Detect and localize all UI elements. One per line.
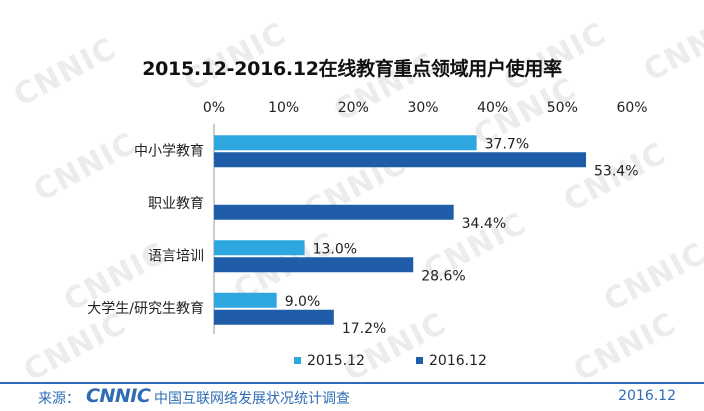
x-tick-label: 10% bbox=[268, 100, 299, 116]
bar bbox=[214, 257, 414, 273]
bar bbox=[214, 292, 277, 308]
bar bbox=[214, 204, 454, 220]
chart-title: 2015.12-2016.12在线教育重点领域用户使用率 bbox=[142, 58, 562, 80]
bar bbox=[214, 240, 305, 256]
x-tick-label: 40% bbox=[477, 100, 508, 116]
footer-date: 2016.12 bbox=[618, 388, 676, 404]
bar bbox=[214, 309, 334, 325]
data-label: 34.4% bbox=[462, 216, 506, 232]
x-tick-label: 30% bbox=[407, 100, 438, 116]
bar bbox=[214, 152, 587, 168]
data-label: 28.6% bbox=[421, 268, 465, 284]
legend-item-2015: 2015.12 bbox=[294, 353, 365, 369]
data-label: 37.7% bbox=[485, 136, 529, 152]
legend-swatch-2015 bbox=[294, 356, 301, 364]
bar bbox=[214, 135, 477, 151]
category-label: 大学生/研究生教育 bbox=[87, 301, 204, 317]
category-label: 语言培训 bbox=[148, 248, 204, 264]
legend-item-2016: 2016.12 bbox=[416, 353, 487, 369]
footer-divider bbox=[0, 382, 704, 384]
source-label: 来源： bbox=[38, 391, 80, 407]
source-text: 中国互联网络发展状况统计调查 bbox=[154, 391, 350, 407]
x-tick-label: 50% bbox=[547, 100, 578, 116]
category-label: 职业教育 bbox=[148, 196, 204, 212]
legend-label-2015: 2015.12 bbox=[307, 353, 365, 369]
x-tick-label: 0% bbox=[203, 100, 225, 116]
x-tick-label: 60% bbox=[616, 100, 647, 116]
cnnic-logo: CNNIC bbox=[86, 385, 151, 407]
data-label: 53.4% bbox=[594, 163, 638, 179]
x-tick-label: 20% bbox=[338, 100, 369, 116]
data-label: 9.0% bbox=[285, 294, 321, 310]
category-label: 中小学教育 bbox=[134, 143, 204, 159]
data-label: 13.0% bbox=[313, 241, 357, 257]
legend-label-2016: 2016.12 bbox=[429, 353, 487, 369]
data-label: 17.2% bbox=[342, 321, 386, 337]
legend-swatch-2016 bbox=[416, 356, 423, 364]
